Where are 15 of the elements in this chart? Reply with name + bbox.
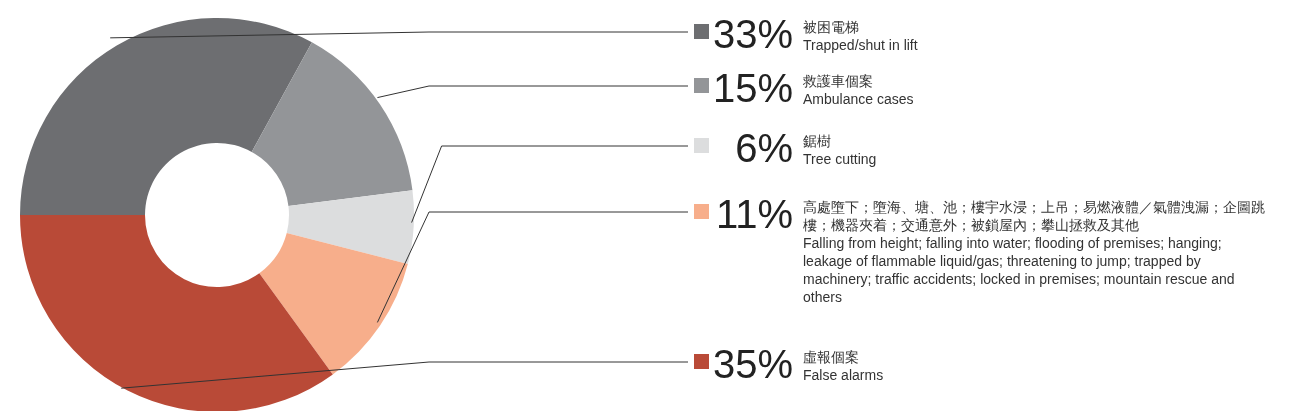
slice-label: 被困電梯 Trapped/shut in lift (803, 18, 919, 54)
data-label: 33% (711, 12, 793, 56)
slice-label: 虛報個案 False alarms (803, 348, 885, 384)
slice-label: 鋸樹 Tree cutting (803, 132, 878, 168)
donut-slice (286, 190, 414, 264)
data-label: 15% (711, 66, 793, 110)
donut-slice (20, 18, 312, 215)
slice-label: 救護車個案 Ambulance cases (803, 72, 915, 108)
donut-slice (20, 215, 333, 411)
slice-label: 高處墮下；墮海、塘、池；樓宇水浸；上吊；易燃液體／氣體洩漏；企圖跳樓；機器夾着；交通意外；被鎖屋內；攀山拯救及其他 Falling from height; falling into water; flooding of premises; hanging; leakage of flammable liquid/gas; threatening to jump; trapped by machinery; traffic accidents; locked in premises; mountain rescue and others (803, 198, 1266, 306)
donut-slice (259, 232, 408, 375)
data-label: 11% (714, 192, 793, 236)
data-label: 6% (734, 126, 793, 170)
data-label: 35% (711, 342, 793, 386)
donut-slice (251, 42, 413, 206)
